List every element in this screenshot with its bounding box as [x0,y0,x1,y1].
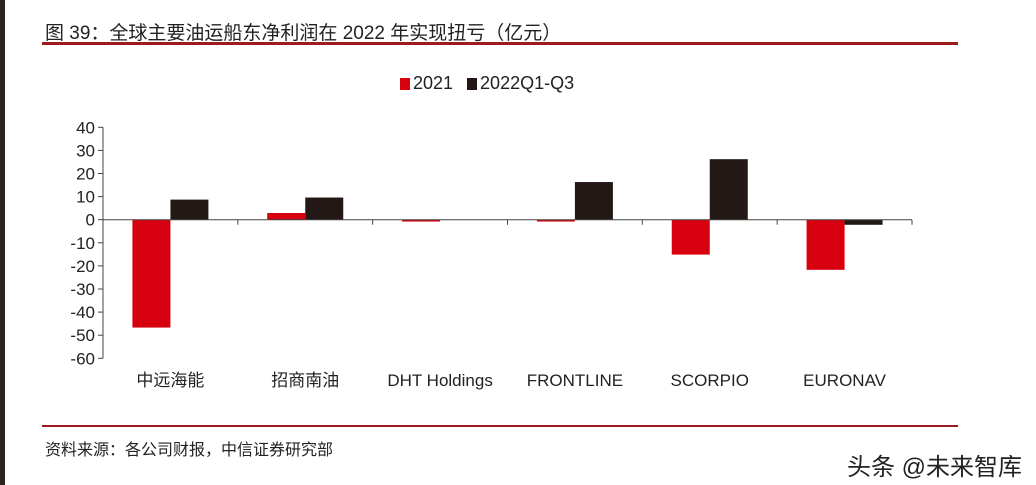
legend-item-2022: 2022Q1-Q3 [467,73,574,94]
y-tick-label: 30 [76,141,95,160]
x-category-label: 招商南油 [271,371,339,390]
title-rule [42,42,958,45]
y-tick-label: -60 [70,349,95,368]
legend: 2021 2022Q1-Q3 [400,73,574,94]
x-category-label: FRONTLINE [527,371,623,390]
left-edge-bar [0,0,5,485]
y-tick-label: -40 [70,303,95,322]
figure-title: 图 39：全球主要油运船东净利润在 2022 年实现扭亏（亿元） [45,23,562,44]
bar-2022q1-q3 [574,182,613,220]
legend-item-2021: 2021 [400,73,453,94]
bar-2022q1-q3 [709,159,748,220]
y-tick-label: -50 [70,326,95,345]
y-tick-label: 10 [76,188,95,207]
y-tick-label: 20 [76,165,95,184]
legend-swatch-2021 [400,77,410,90]
source-rule [42,425,958,427]
x-category-label: EURONAV [803,371,886,390]
bar-2021 [671,219,710,255]
x-category-label: SCORPIO [671,371,749,390]
y-tick-label: -20 [70,257,95,276]
bar-2022q1-q3 [844,219,883,225]
bar-2021 [267,213,306,220]
legend-swatch-2022 [467,77,478,90]
bar-2021 [132,219,171,328]
y-tick-label: -30 [70,280,95,299]
bar-2022q1-q3 [305,197,344,220]
legend-label-2022: 2022Q1-Q3 [480,73,575,93]
source-note: 资料来源：各公司财报，中信证券研究部 [45,442,334,459]
bar-2021 [536,219,575,222]
y-tick-label: 0 [86,211,95,230]
bar-2021 [402,219,441,222]
y-tick-label: -10 [70,234,95,253]
y-tick-label: 40 [76,118,95,137]
x-category-label: DHT Holdings [387,371,493,390]
legend-label-2021: 2021 [413,73,454,93]
x-category-label: 中远海能 [136,371,204,390]
watermark: 头条 @未来智库 [846,454,1022,481]
bar-2021 [806,219,845,270]
bar-2022q1-q3 [170,199,209,220]
